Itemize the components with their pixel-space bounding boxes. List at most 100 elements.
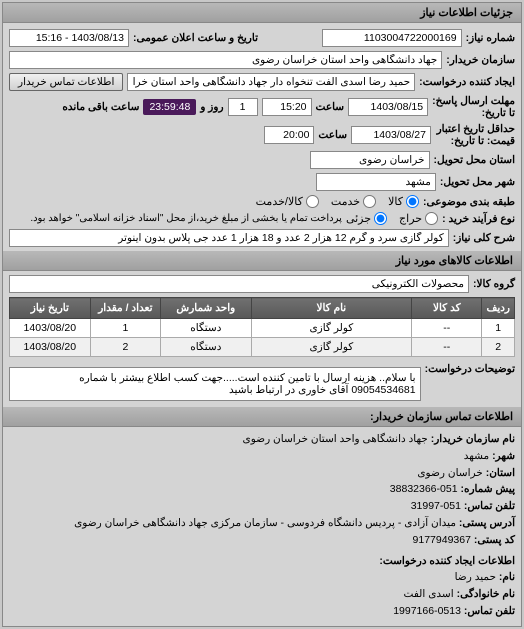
row-validity: حداقل تاریخ اعتبار قیمت: تا تاریخ: ساعت: [9, 123, 515, 147]
contact-phone: 051-31997: [411, 500, 461, 512]
radio-goods-service[interactable]: کالا/خدمت: [256, 195, 319, 208]
validity-label: حداقل تاریخ اعتبار قیمت: تا تاریخ:: [435, 123, 515, 147]
table-cell: 1: [90, 319, 160, 338]
city-label: شهر محل تحویل:: [440, 176, 515, 188]
radio-service-input[interactable]: [363, 195, 376, 208]
table-cell: دستگاه: [161, 338, 252, 357]
goods-section-title: اطلاعات کالاهای مورد نیاز: [396, 255, 513, 267]
row-category: طبقه بندی موضوعی: کالا خدمت کالا/خدمت: [9, 195, 515, 208]
contact-buyer-button[interactable]: اطلاعات تماس خریدار: [9, 73, 123, 91]
contact-postal: 9177949367: [413, 534, 471, 546]
table-cell: کولر گازی: [251, 338, 412, 357]
table-cell: 1: [482, 319, 515, 338]
announce-date-label: تاریخ و ساعت اعلان عمومی:: [133, 32, 258, 44]
response-deadline-label: مهلت ارسال پاسخ: تا تاریخ:: [432, 95, 515, 119]
row-purchase-type: نوع فرآیند خرید : حراج جزئی پرداخت تمام …: [9, 212, 515, 225]
creator-label: ایجاد کننده درخواست:: [419, 76, 515, 88]
contact-prefix-label: پیش شماره:: [460, 483, 515, 495]
contact-city-label: شهر:: [492, 450, 515, 462]
province-label: استان محل تحویل:: [434, 154, 515, 166]
announce-date-input[interactable]: [9, 29, 129, 47]
radio-auction[interactable]: حراج: [399, 212, 438, 225]
row-need-title: شرح کلی نیاز:: [9, 229, 515, 247]
table-row[interactable]: 2--کولر گازیدستگاه21403/08/20: [10, 338, 515, 357]
response-date-input[interactable]: [348, 98, 428, 116]
radio-all-input[interactable]: [406, 195, 419, 208]
panel-body: شماره نیاز: تاریخ و ساعت اعلان عمومی: سا…: [3, 23, 521, 626]
table-cell: کولر گازی: [251, 319, 412, 338]
city-input[interactable]: [316, 173, 436, 191]
days-label: روز و: [200, 101, 223, 113]
contact-name-label: نام:: [499, 571, 515, 583]
contact-req-phone: 0513-1997166: [393, 605, 461, 617]
radio-goods-service-input[interactable]: [306, 195, 319, 208]
buyer-org-input[interactable]: [9, 51, 442, 69]
validity-time-input[interactable]: [264, 126, 314, 144]
contact-prefix: 051-38832366: [390, 483, 458, 495]
row-city: شهر محل تحویل:: [9, 173, 515, 191]
goods-section-header: اطلاعات کالاهای مورد نیاز: [3, 251, 521, 271]
row-response-deadline: مهلت ارسال پاسخ: تا تاریخ: ساعت روز و 23…: [9, 95, 515, 119]
purchase-type-radio-group: حراج جزئی: [346, 212, 438, 225]
row-province: استان محل تحویل:: [9, 151, 515, 169]
table-header-cell: واحد شمارش: [161, 298, 252, 319]
province-input[interactable]: [310, 151, 430, 169]
creator-input[interactable]: [127, 73, 415, 91]
table-cell: --: [412, 319, 482, 338]
radio-partial[interactable]: جزئی: [346, 212, 387, 225]
contact-org: جهاد دانشگاهی واحد استان خراسان رضوی: [243, 433, 428, 445]
table-header-cell: تاریخ نیاز: [10, 298, 91, 319]
response-time-label: ساعت: [316, 101, 345, 113]
req-creator-title: اطلاعات ایجاد کننده درخواست:: [379, 555, 515, 567]
contact-phone-label: تلفن تماس:: [464, 500, 515, 512]
table-cell: --: [412, 338, 482, 357]
goods-group-input[interactable]: [9, 275, 469, 293]
table-row[interactable]: 1--کولر گازیدستگاه11403/08/20: [10, 319, 515, 338]
radio-auction-input[interactable]: [425, 212, 438, 225]
radio-partial-input[interactable]: [374, 212, 387, 225]
radio-all[interactable]: کالا: [388, 195, 419, 208]
row-need-number: شماره نیاز: تاریخ و ساعت اعلان عمومی:: [9, 29, 515, 47]
response-time-input[interactable]: [262, 98, 312, 116]
contact-req-phone-label: تلفن تماس:: [464, 605, 515, 617]
table-header-cell: تعداد / مقدار: [90, 298, 160, 319]
panel-header: جزئیات اطلاعات نیاز: [3, 3, 521, 23]
contact-org-label: نام سازمان خریدار:: [431, 433, 515, 445]
purchase-note: پرداخت تمام یا بخشی از مبلغ خرید،از محل …: [30, 213, 342, 224]
table-body: 1--کولر گازیدستگاه11403/08/202--کولر گاز…: [10, 319, 515, 357]
need-title-input[interactable]: [9, 229, 449, 247]
contact-address: میدان آزادی - پردیس دانشگاه فردوسی - ساز…: [74, 517, 456, 529]
contact-address-label: آدرس پستی:: [459, 517, 515, 529]
need-number-label: شماره نیاز:: [466, 32, 515, 44]
contact-family-label: نام خانوادگی:: [457, 588, 515, 600]
contact-name: حمید رضا: [455, 571, 496, 583]
main-panel: جزئیات اطلاعات نیاز شماره نیاز: تاریخ و …: [2, 2, 522, 627]
radio-service[interactable]: خدمت: [331, 195, 376, 208]
contact-details: نام سازمان خریدار: جهاد دانشگاهی واحد اس…: [9, 431, 515, 620]
need-number-input[interactable]: [322, 29, 462, 47]
contact-postal-label: کد پستی:: [474, 534, 515, 546]
table-header-cell: ردیف: [482, 298, 515, 319]
remaining-label: ساعت باقی مانده: [62, 101, 139, 113]
goods-group-label: گروه کالا:: [473, 278, 515, 290]
row-buyer-org: سازمان خریدار:: [9, 51, 515, 69]
purchase-type-label: نوع فرآیند خرید :: [442, 213, 515, 225]
category-label: طبقه بندی موضوعی:: [423, 196, 515, 208]
description-box: با سلام.. هزینه ارسال با تامین کننده است…: [9, 367, 421, 401]
validity-time-label: ساعت: [318, 129, 347, 141]
days-input[interactable]: [228, 98, 258, 116]
row-description: توضیحات درخواست: با سلام.. هزینه ارسال ب…: [9, 363, 515, 401]
countdown-timer: 23:59:48: [143, 99, 196, 115]
row-creator: ایجاد کننده درخواست: اطلاعات تماس خریدار: [9, 73, 515, 91]
contact-section-header: اطلاعات تماس سازمان خریدار:: [3, 407, 521, 427]
table-cell: 1403/08/20: [10, 338, 91, 357]
table-cell: 2: [90, 338, 160, 357]
contact-section-title: اطلاعات تماس سازمان خریدار:: [370, 411, 513, 423]
row-goods-group: گروه کالا:: [9, 275, 515, 293]
table-header-cell: نام کالا: [251, 298, 412, 319]
contact-family: اسدی الفت: [404, 588, 454, 600]
contact-province: خراسان رضوی: [417, 467, 482, 479]
validity-date-input[interactable]: [351, 126, 431, 144]
goods-table: ردیفکد کالانام کالاواحد شمارشتعداد / مقد…: [9, 297, 515, 357]
contact-city: مشهد: [464, 450, 489, 462]
